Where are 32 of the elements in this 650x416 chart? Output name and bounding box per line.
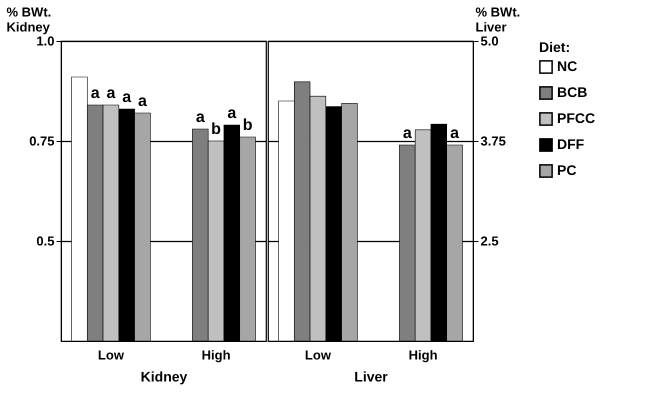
x-axis-title: Liver (476, 20, 507, 34)
data-label: a (106, 85, 116, 102)
data-label: a (90, 85, 100, 102)
text: % BWt. (6, 4, 52, 20)
legend-label: PC (557, 162, 576, 178)
legend-label: PFCC (557, 110, 596, 126)
data-label: b (242, 117, 253, 134)
data-label: a (196, 109, 205, 126)
x-axis-title: Kidney (6, 20, 51, 34)
text: Liver (354, 368, 388, 384)
data-label: a (138, 93, 148, 110)
data-label: a (402, 125, 412, 142)
x-tick-label: Low (98, 348, 125, 362)
y2-tick-label: 5.0 (480, 34, 499, 48)
legend-label: BCB (557, 84, 588, 100)
x-tick-label: High (202, 348, 231, 362)
legend-label: DFF (557, 136, 585, 152)
x-tick-label: Low (304, 348, 332, 362)
data-label: a (227, 105, 236, 122)
data-label: b (211, 121, 222, 138)
y2-tick-label: 2.5 (480, 234, 499, 248)
x-tick-label: High (408, 348, 438, 362)
data-label: a (122, 89, 132, 106)
text: % BWt. (476, 4, 520, 20)
legend-title: Diet: (539, 39, 570, 55)
y-tick-label: 0.75 (29, 134, 54, 148)
text: Kidney (140, 368, 188, 384)
data-label: a (450, 125, 460, 142)
legend-label: NC (557, 58, 578, 74)
y-tick-label: 0.5 (36, 234, 54, 248)
y-tick-label: 1.0 (36, 34, 54, 48)
y2-tick-label: 3.75 (480, 134, 506, 148)
